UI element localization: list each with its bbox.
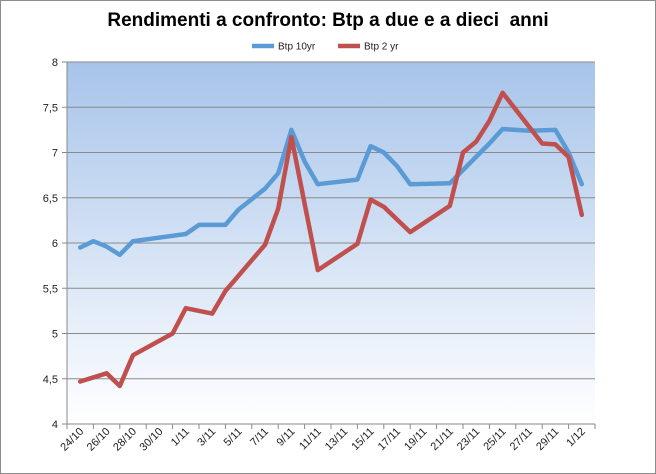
chart-title: Rendimenti a confronto: Btp a due e a di… — [107, 10, 549, 31]
y-tick-label: 5 — [52, 329, 58, 341]
y-tick-label: 8 — [52, 57, 58, 69]
legend-label-1: Btp 10yr — [278, 42, 316, 53]
x-tick-label: 13/11 — [323, 426, 350, 453]
x-tick-label: 9/11 — [274, 426, 297, 449]
y-tick-label: 4,5 — [43, 374, 58, 386]
x-tick-label: 19/11 — [402, 426, 429, 453]
legend-label-2: Btp 2 yr — [364, 42, 399, 53]
series-line-2 — [77, 90, 585, 389]
x-tick-label: 21/11 — [429, 426, 456, 453]
y-tick-label: 4 — [52, 419, 58, 431]
x-tick-label: 23/11 — [455, 426, 482, 453]
x-tick-label: 26/10 — [85, 426, 113, 454]
y-tick-label: 5,5 — [43, 283, 58, 295]
series-group — [77, 90, 585, 389]
x-tick-label: 28/10 — [111, 426, 139, 454]
x-tick-label: 1/11 — [169, 426, 192, 449]
legend: Btp 10yr Btp 2 yr — [252, 42, 399, 53]
x-tick-label: 30/10 — [138, 426, 166, 454]
gridlines — [67, 61, 595, 425]
y-tick-label: 7 — [52, 148, 58, 160]
x-tick-label: 5/11 — [222, 426, 245, 449]
y-tick-label: 7,5 — [43, 102, 58, 114]
x-tick-label: 25/11 — [481, 426, 508, 453]
x-tick-label: 17/11 — [376, 426, 403, 453]
x-tick-label: 7/11 — [248, 426, 271, 449]
x-tick-label: 24/10 — [58, 426, 86, 454]
x-tick-label: 29/11 — [534, 426, 561, 453]
x-tick-label: 11/11 — [297, 426, 324, 453]
x-tick-label: 27/11 — [508, 426, 535, 453]
x-tick-label: 3/11 — [195, 426, 218, 449]
y-tick-label: 6,5 — [43, 193, 58, 205]
y-axis: 4 4,5 5 5,5 6 6,5 7 7,5 8 — [43, 57, 68, 431]
x-tick-label: 1/12 — [564, 426, 588, 450]
series-line-1 — [77, 126, 585, 258]
x-tick-label: 15/11 — [349, 426, 376, 453]
y-tick-label: 6 — [52, 238, 58, 250]
